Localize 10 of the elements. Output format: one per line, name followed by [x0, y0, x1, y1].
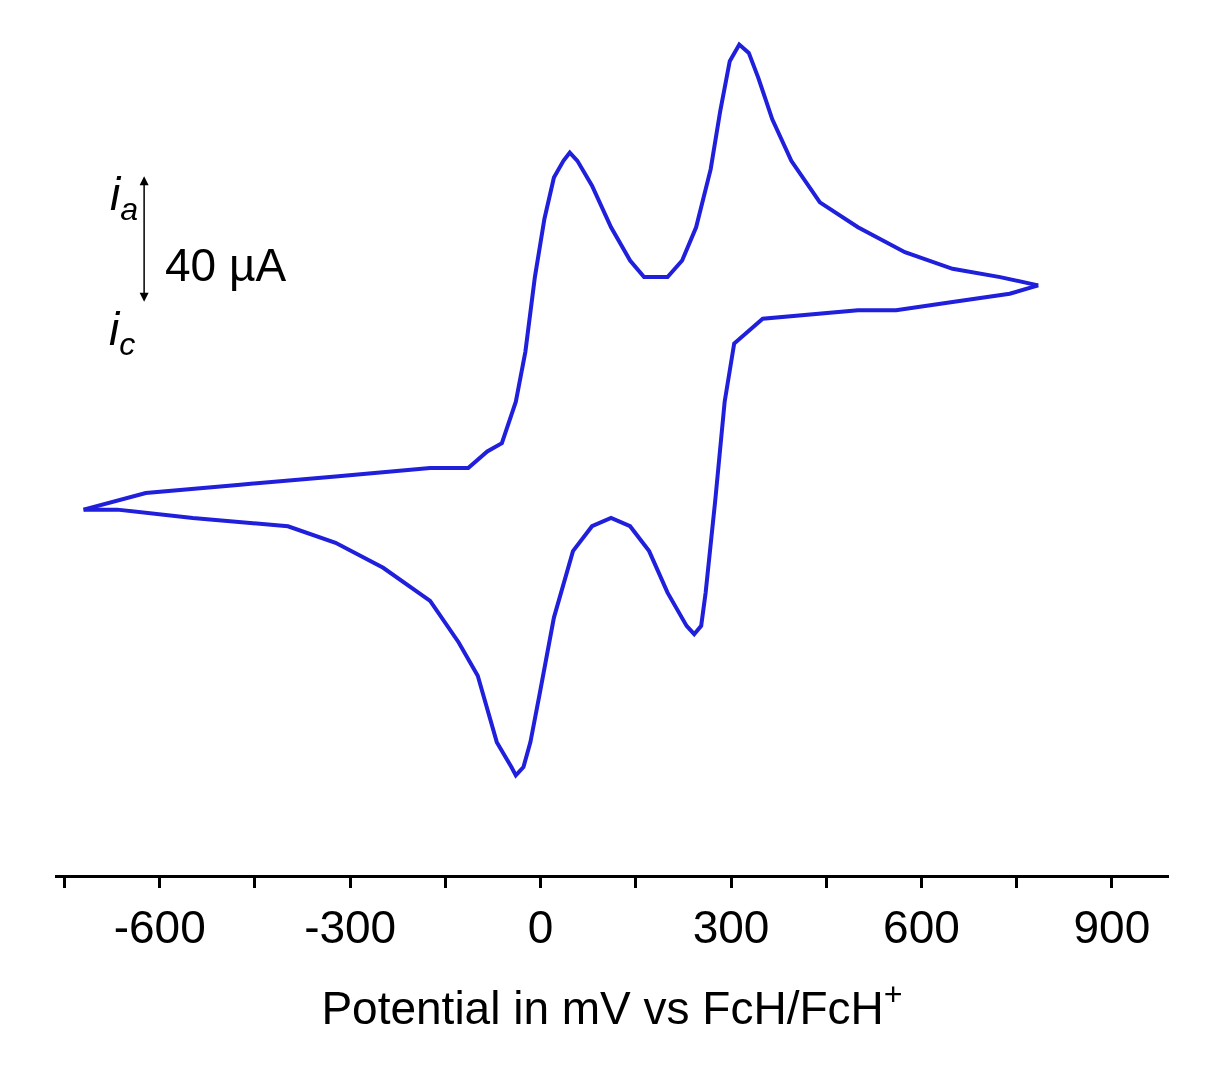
- x-tick-label: -600: [113, 901, 206, 954]
- x-tick-label: 0: [527, 901, 554, 954]
- x-tick-label: 600: [883, 901, 960, 954]
- annotation: i$_{c}$: [109, 303, 136, 362]
- x-tick-label: -300: [304, 901, 397, 954]
- x-tick-label: 900: [1073, 901, 1151, 954]
- annotation: 40 µA: [165, 239, 287, 291]
- x-tick-label: 300: [692, 901, 770, 954]
- annotation: i$_{a}$: [110, 168, 139, 227]
- x-axis-title: Potential in mV vs FcH/FcH$^{+}$: [321, 975, 903, 1034]
